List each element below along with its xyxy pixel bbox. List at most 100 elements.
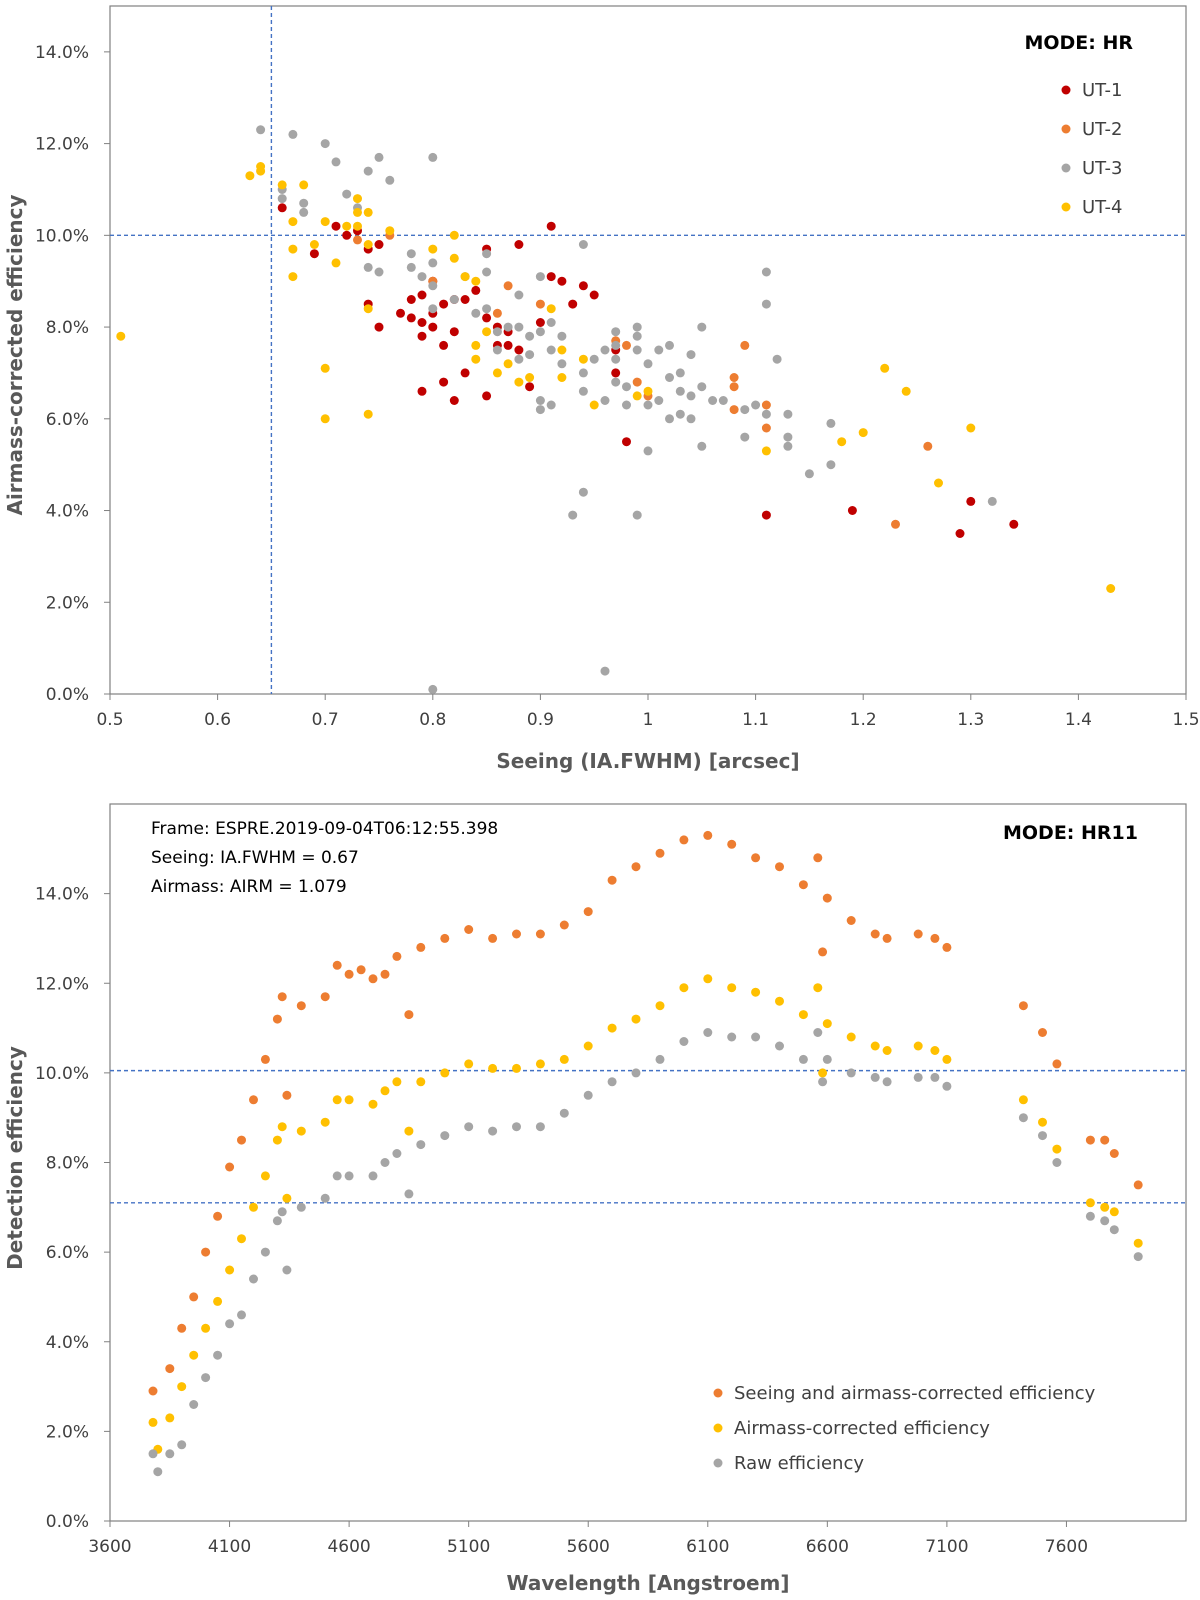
data-point xyxy=(775,862,784,872)
data-point xyxy=(559,1054,569,1064)
data-point xyxy=(783,409,793,419)
data-point xyxy=(847,506,857,515)
series-1 xyxy=(148,974,1143,1454)
data-point xyxy=(428,244,438,254)
data-point xyxy=(761,446,771,456)
data-point xyxy=(256,166,266,176)
data-point xyxy=(482,249,492,259)
data-point xyxy=(213,1350,223,1360)
data-point xyxy=(1100,1216,1110,1226)
data-point xyxy=(288,244,298,254)
data-point xyxy=(342,189,352,199)
data-point xyxy=(368,974,378,984)
data-point xyxy=(460,295,470,304)
data-point xyxy=(488,933,498,943)
data-point xyxy=(727,983,737,993)
data-point xyxy=(406,262,416,272)
data-point xyxy=(923,441,933,451)
data-point xyxy=(385,226,395,236)
data-point xyxy=(189,1400,199,1409)
data-point xyxy=(697,322,707,332)
data-point xyxy=(177,1440,187,1450)
data-point xyxy=(535,1059,545,1069)
legend-label: UT-1 xyxy=(1082,80,1122,101)
data-point xyxy=(882,1046,892,1055)
data-point xyxy=(846,1068,856,1078)
data-point xyxy=(643,359,653,369)
data-point xyxy=(1038,1117,1047,1127)
data-point xyxy=(249,1274,258,1284)
series-2 xyxy=(256,125,997,694)
series-2 xyxy=(148,1028,1143,1477)
data-point xyxy=(277,1207,287,1217)
data-point xyxy=(1100,1135,1110,1145)
data-point xyxy=(449,230,459,240)
data-point xyxy=(822,1019,832,1029)
data-point xyxy=(380,969,390,979)
data-point xyxy=(686,350,696,360)
data-point xyxy=(703,1028,713,1037)
data-point xyxy=(471,354,481,364)
data-points xyxy=(116,125,1116,694)
data-point xyxy=(428,304,438,314)
y-axis-title: Detection efficiency xyxy=(3,1046,27,1270)
data-point xyxy=(913,1041,923,1051)
data-point xyxy=(783,432,793,442)
data-point xyxy=(404,1189,414,1199)
x-tick-label: 1.5 xyxy=(1172,710,1199,730)
x-tick-label: 5600 xyxy=(567,1537,610,1557)
data-point xyxy=(1038,1131,1047,1141)
data-point xyxy=(225,1319,235,1329)
seeing-efficiency-chart: 0.5 0.6 0.7 0.8 0.9 1 1.1 1.2 1.3 1.4 1.5 0.0% 2.0%… xyxy=(3,5,1200,773)
y-tick-label: 12.0% xyxy=(35,974,89,994)
data-point xyxy=(761,299,771,309)
data-point xyxy=(471,308,481,318)
data-point xyxy=(331,258,341,268)
data-point xyxy=(201,1247,211,1257)
data-point xyxy=(813,853,823,863)
data-point xyxy=(798,880,808,890)
data-point xyxy=(514,345,524,355)
data-point xyxy=(249,1202,258,1212)
data-point xyxy=(525,331,535,341)
data-point xyxy=(826,460,836,470)
data-point xyxy=(428,281,438,291)
data-point xyxy=(1085,1198,1095,1208)
data-point xyxy=(277,1122,287,1132)
y-tick-label: 6.0% xyxy=(46,410,89,430)
data-points xyxy=(148,830,1143,1477)
data-point xyxy=(751,853,761,863)
data-point xyxy=(320,992,330,1002)
reference-lines xyxy=(110,1069,1186,1204)
data-point xyxy=(546,272,556,282)
data-point xyxy=(632,322,642,332)
data-point xyxy=(882,1077,892,1087)
data-point xyxy=(942,942,952,952)
y-tick-label: 0.0% xyxy=(46,1512,89,1532)
data-point xyxy=(934,478,943,488)
data-point xyxy=(870,929,880,939)
data-point xyxy=(165,1364,175,1374)
data-point xyxy=(201,1323,211,1333)
data-point xyxy=(913,929,923,939)
data-point xyxy=(622,340,631,350)
data-point xyxy=(385,175,395,185)
data-point xyxy=(546,304,556,314)
data-point xyxy=(761,409,771,419)
data-point xyxy=(148,1449,158,1459)
data-point xyxy=(363,240,373,249)
data-point xyxy=(342,221,352,231)
data-point xyxy=(440,1068,450,1078)
data-point xyxy=(492,308,502,318)
data-point xyxy=(654,396,664,405)
data-point xyxy=(471,340,481,350)
data-point xyxy=(665,340,674,350)
data-point xyxy=(703,974,713,984)
data-point xyxy=(503,359,513,369)
series-0 xyxy=(148,830,1143,1396)
data-point xyxy=(363,166,373,176)
data-point xyxy=(611,377,621,387)
data-point xyxy=(320,363,330,373)
data-point xyxy=(813,1028,823,1037)
data-point xyxy=(296,1001,306,1011)
